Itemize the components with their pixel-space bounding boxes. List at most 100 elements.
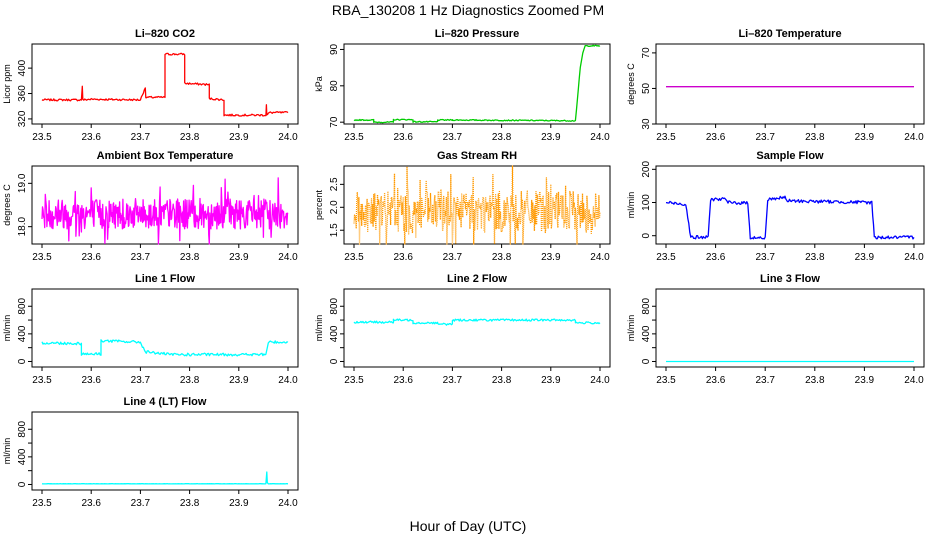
x-tick-label: 23.7: [755, 252, 775, 263]
data-series-line: [41, 339, 289, 357]
panel-title: Line 3 Flow: [760, 273, 820, 285]
x-tick-label: 24.0: [590, 375, 610, 386]
panel-title: Li–820 Temperature: [738, 28, 841, 40]
x-tick-label: 23.8: [492, 375, 512, 386]
y-axis-label: ml/min: [314, 315, 324, 342]
x-tick-label: 23.7: [755, 132, 775, 143]
x-tick-label: 23.9: [229, 132, 249, 143]
x-tick-label: 23.5: [656, 375, 676, 386]
x-tick-label: 23.7: [755, 375, 775, 386]
y-axis-label: degrees C: [2, 184, 12, 226]
y-tick-label: 800: [641, 297, 652, 314]
x-tick-label: 23.9: [541, 375, 561, 386]
y-tick-label: 2.0: [329, 200, 340, 214]
panel-title: Li–820 Pressure: [435, 28, 519, 40]
x-tick-label: 24.0: [590, 132, 610, 143]
x-tick-label: 23.5: [344, 375, 364, 386]
x-tick-label: 23.6: [706, 132, 726, 143]
data-series-line: [41, 52, 289, 117]
x-tick-label: 23.5: [656, 252, 676, 263]
y-tick-label: 800: [17, 297, 28, 314]
x-tick-label: 23.5: [32, 375, 52, 386]
x-tick-label: 23.9: [229, 252, 249, 263]
y-tick-label: 400: [17, 59, 28, 76]
data-series-line: [353, 44, 601, 124]
y-tick-label: 70: [641, 47, 652, 59]
chart-panel-7: Line 1 Flow 23.5 23.6 23.7 23.8 23.9 24.0 0 400 8…: [2, 273, 299, 386]
y-tick-label: 90: [329, 43, 340, 55]
x-tick-label: 24.0: [278, 252, 298, 263]
y-tick-label: 80: [329, 80, 340, 92]
plot-frame: [343, 165, 611, 245]
x-tick-label: 24.0: [590, 252, 610, 263]
panel-title: Line 1 Flow: [135, 273, 195, 285]
y-tick-label: 400: [17, 448, 28, 465]
x-tick-label: 23.7: [131, 498, 151, 509]
chart-panel-9: Line 3 Flow 23.5 23.6 23.7 23.8 23.9 24.0 0 400 8…: [626, 273, 925, 386]
x-tick-label: 23.9: [229, 375, 249, 386]
x-tick-label: 23.9: [541, 132, 561, 143]
x-tick-label: 24.0: [904, 252, 924, 263]
x-tick-label: 23.9: [855, 132, 875, 143]
y-tick-label: 0: [329, 358, 340, 364]
figure-x-axis-label: Hour of Day (UTC): [410, 518, 527, 534]
y-tick-label: 320: [17, 110, 28, 127]
y-tick-label: 0: [641, 358, 652, 364]
x-tick-label: 23.8: [805, 252, 825, 263]
x-tick-label: 23.8: [180, 132, 200, 143]
data-series-line: [353, 165, 601, 245]
y-tick-label: 70: [329, 116, 340, 128]
y-tick-label: 200: [641, 161, 652, 178]
x-tick-label: 23.6: [81, 498, 101, 509]
panel-title: Line 4 (LT) Flow: [124, 396, 207, 408]
x-tick-label: 23.6: [706, 252, 726, 263]
plot-frame: [655, 43, 925, 125]
x-tick-label: 23.9: [855, 252, 875, 263]
x-tick-label: 23.8: [805, 132, 825, 143]
y-tick-label: 400: [17, 325, 28, 342]
x-tick-label: 23.5: [32, 252, 52, 263]
plot-frame: [343, 288, 611, 368]
data-series-line: [665, 195, 915, 240]
chart-panel-1: Li–820 CO2 23.5 23.6 23.7 23.8 23.9 24.0 320 360…: [2, 28, 299, 143]
y-tick-label: 0: [17, 481, 28, 487]
x-tick-label: 23.6: [706, 375, 726, 386]
figure-title: RBA_130208 1 Hz Diagnostics Zoomed PM: [332, 2, 604, 18]
data-series-line: [41, 177, 289, 245]
y-tick-label: 50: [641, 82, 652, 94]
x-tick-label: 23.7: [131, 375, 151, 386]
x-tick-label: 23.9: [229, 498, 249, 509]
panel-title: Ambient Box Temperature: [97, 150, 234, 162]
x-tick-label: 23.5: [32, 498, 52, 509]
x-tick-label: 24.0: [904, 132, 924, 143]
x-tick-label: 23.9: [541, 252, 561, 263]
x-tick-label: 23.5: [344, 252, 364, 263]
x-tick-label: 23.5: [656, 132, 676, 143]
y-tick-label: 100: [641, 194, 652, 211]
y-tick-label: 18.0: [17, 216, 28, 236]
y-axis-label: Licor ppm: [2, 64, 12, 104]
data-series-line: [41, 471, 289, 485]
y-tick-label: 0: [17, 358, 28, 364]
x-tick-label: 23.8: [180, 375, 200, 386]
x-tick-label: 24.0: [278, 498, 298, 509]
x-tick-label: 23.6: [393, 375, 413, 386]
panel-title: Sample Flow: [756, 150, 824, 162]
plot-frame: [31, 165, 299, 245]
x-tick-label: 23.9: [855, 375, 875, 386]
x-tick-label: 23.8: [492, 252, 512, 263]
x-tick-label: 23.6: [81, 252, 101, 263]
y-tick-label: 19.0: [17, 173, 28, 193]
plot-frame: [31, 288, 299, 368]
x-tick-label: 23.8: [180, 252, 200, 263]
x-tick-label: 23.8: [805, 375, 825, 386]
x-tick-label: 23.8: [492, 132, 512, 143]
y-axis-label: ml/min: [626, 315, 636, 342]
x-tick-label: 23.6: [393, 252, 413, 263]
y-axis-label: kPa: [314, 76, 324, 92]
y-tick-label: 0: [641, 232, 652, 238]
chart-panel-4: Ambient Box Temperature 23.5 23.6 23.7 23.8 2…: [2, 150, 299, 263]
plot-frame: [655, 288, 925, 368]
chart-panel-2: Li–820 Pressure 23.5 23.6 23.7 23.8 23.9 24.0 7…: [314, 28, 611, 143]
